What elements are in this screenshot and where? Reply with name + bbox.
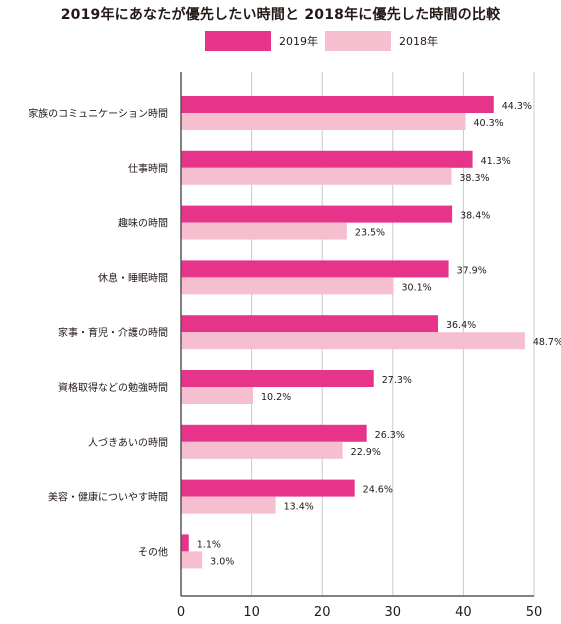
- bar-2019-7: [181, 479, 355, 497]
- x-tick-label-50: 50: [526, 605, 543, 620]
- legend-swatch-2019: [205, 31, 271, 51]
- bar-2018-7: [181, 496, 276, 514]
- chart-title: 2019年にあなたが優先したい時間と 2018年に優先した時間の比較: [60, 7, 501, 23]
- data-label-2018-2: 23.5%: [355, 228, 385, 239]
- data-label-2018-4: 48.7%: [533, 337, 561, 348]
- legend-label-2018: 2018年: [399, 35, 438, 48]
- x-tick-label-10: 10: [243, 605, 260, 620]
- bar-2019-2: [181, 205, 453, 223]
- bar-2018-8: [181, 551, 203, 569]
- data-label-2018-5: 10.2%: [261, 392, 291, 403]
- bar-2019-3: [181, 260, 449, 278]
- x-tick-label-30: 30: [385, 605, 402, 620]
- bar-2018-3: [181, 277, 394, 295]
- data-label-2019-3: 37.9%: [457, 265, 487, 276]
- x-tick-label-20: 20: [314, 605, 331, 620]
- bar-2018-0: [181, 113, 466, 130]
- bar-2019-1: [181, 150, 473, 168]
- data-label-2019-2: 38.4%: [460, 211, 490, 222]
- data-label-2018-7: 13.4%: [284, 502, 314, 513]
- data-label-2019-7: 24.6%: [363, 485, 393, 496]
- bar-2018-5: [181, 387, 254, 404]
- category-label-2: 趣味の時間: [118, 217, 168, 230]
- data-label-2018-6: 22.9%: [351, 447, 381, 458]
- bar-2019-0: [181, 96, 494, 113]
- category-label-3: 休息・睡眠時間: [98, 271, 168, 284]
- x-tick-label-0: 0: [177, 605, 185, 620]
- bar-2018-1: [181, 167, 452, 185]
- category-label-7: 美容・健康についやす時間: [48, 491, 168, 504]
- data-label-2019-0: 44.3%: [502, 101, 532, 112]
- bar-2018-2: [181, 222, 347, 240]
- category-label-0: 家族のコミュニケーション時間: [28, 107, 168, 120]
- bar-2019-4: [181, 315, 438, 333]
- category-label-8: その他: [138, 545, 168, 558]
- bar-2018-6: [181, 441, 343, 459]
- bar-2019-5: [181, 370, 374, 387]
- category-label-6: 人づきあいの時間: [88, 437, 168, 449]
- data-label-2018-0: 40.3%: [474, 118, 504, 129]
- bar-2019-6: [181, 424, 367, 442]
- data-label-2019-6: 26.3%: [375, 430, 405, 441]
- legend-label-2019: 2019年: [279, 35, 318, 48]
- category-label-4: 家事・育児・介護の時間: [58, 326, 168, 339]
- x-tick-label-40: 40: [455, 605, 472, 620]
- data-label-2019-5: 27.3%: [382, 375, 412, 386]
- data-label-2019-4: 36.4%: [446, 320, 476, 331]
- data-label-2018-8: 3.0%: [210, 556, 234, 567]
- bar-2019-8: [181, 534, 189, 552]
- category-label-1: 仕事時間: [128, 162, 168, 175]
- data-label-2019-1: 41.3%: [481, 156, 511, 167]
- category-label-5: 資格取得などの勉強時間: [58, 381, 168, 394]
- bar-2018-4: [181, 332, 525, 350]
- data-label-2018-1: 38.3%: [459, 173, 489, 184]
- legend: 2019年 2018年: [0, 30, 561, 52]
- data-label-2019-8: 1.1%: [197, 539, 221, 550]
- legend-swatch-2018: [325, 31, 391, 51]
- data-label-2018-3: 30.1%: [402, 282, 432, 293]
